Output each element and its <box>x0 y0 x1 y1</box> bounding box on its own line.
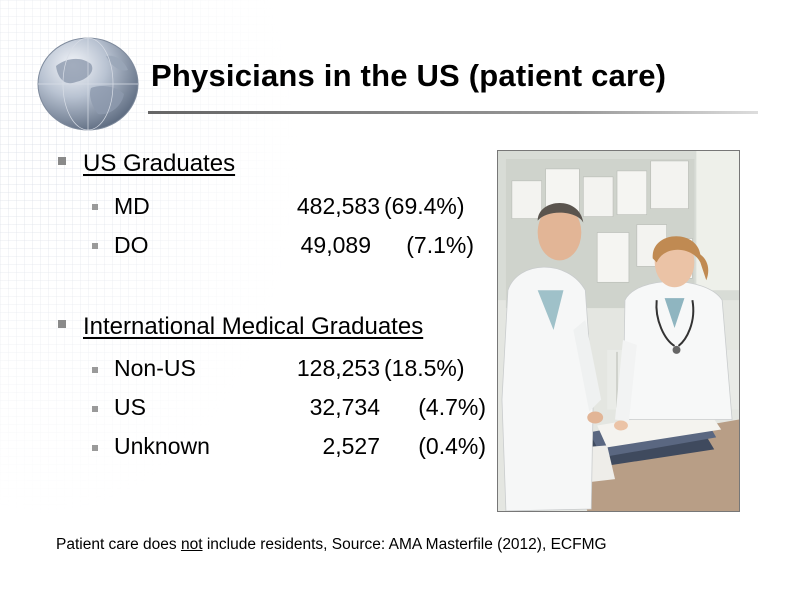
square-bullet-icon <box>58 320 66 328</box>
doctors-photo <box>497 150 740 512</box>
square-bullet-icon <box>92 445 98 451</box>
row-count-md: 482,583 <box>296 193 380 219</box>
row-count-us: 32,734 <box>309 394 380 420</box>
globe-icon <box>37 37 139 131</box>
row-label-do: DO <box>114 232 149 258</box>
row-count-non-us: 128,253 <box>296 355 380 381</box>
title-divider <box>148 111 758 114</box>
row-label-md: MD <box>114 193 150 219</box>
footnote-part1: Patient care does <box>56 536 181 553</box>
slide-title: Physicians in the US (patient care) <box>151 58 667 93</box>
square-bullet-icon <box>92 243 98 249</box>
row-label-us: US <box>114 394 146 420</box>
row-percent-us: (4.7%) <box>418 394 486 420</box>
square-bullet-icon <box>92 367 98 373</box>
row-percent-do: (7.1%) <box>406 232 474 258</box>
row-label-unknown: Unknown <box>114 433 210 459</box>
square-bullet-icon <box>92 204 98 210</box>
section-heading-international-medical-graduates: International Medical Graduates <box>83 313 424 340</box>
square-bullet-icon <box>92 406 98 412</box>
row-count-do: 49,089 <box>300 232 371 258</box>
row-percent-md: (69.4%) <box>384 193 465 219</box>
section-heading-us-graduates: US Graduates <box>83 150 236 177</box>
row-count-unknown: 2,527 <box>322 433 380 459</box>
square-bullet-icon <box>58 157 66 165</box>
footnote-emphasis: not <box>180 536 203 553</box>
row-percent-unknown: (0.4%) <box>418 433 486 459</box>
footnote-part2: include residents, Source: AMA Masterfil… <box>202 536 607 553</box>
row-percent-non-us: (18.5%) <box>384 355 465 381</box>
footnote: Patient care does not include residents,… <box>56 536 607 554</box>
row-label-non-us: Non-US <box>114 355 196 381</box>
